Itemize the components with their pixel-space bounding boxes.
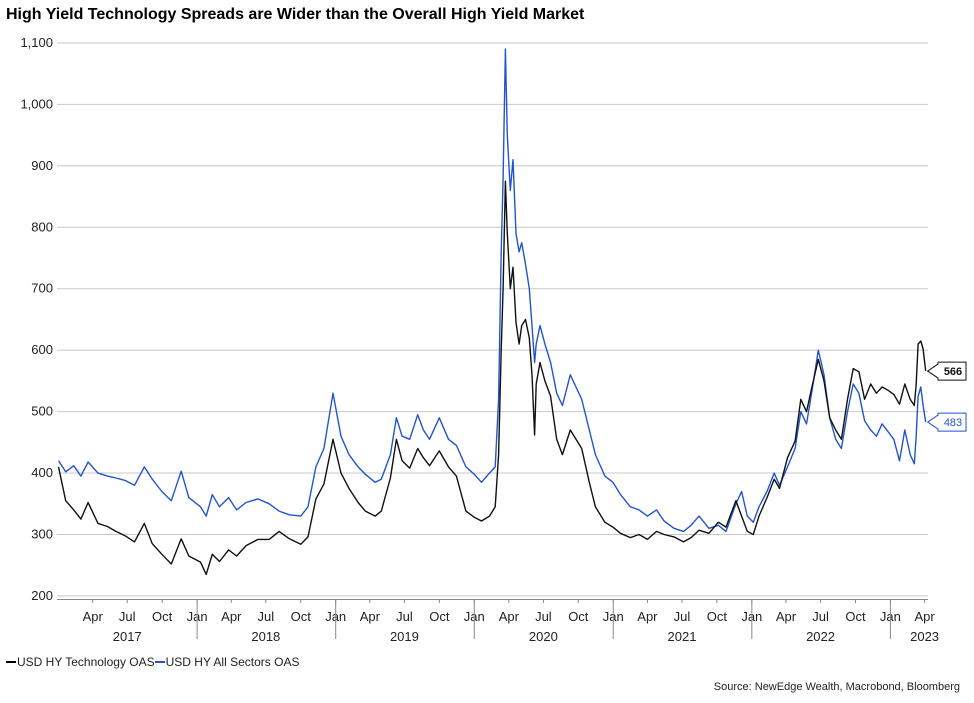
y-tick-label: 1,100 xyxy=(20,35,53,50)
end-label-all-sectors-box xyxy=(926,412,967,432)
x-tick-label: Oct xyxy=(152,609,173,624)
x-tick-label: Apr xyxy=(914,609,935,624)
x-tick-label: Jul xyxy=(674,609,691,624)
x-year-label: 2019 xyxy=(390,629,419,644)
series-lines xyxy=(57,48,927,576)
y-tick-label: 300 xyxy=(31,526,53,541)
legend-swatch-all-sectors xyxy=(154,661,165,663)
y-axis-ticks: 200 300 400 500 600 700 800 900 1,000 1,100 xyxy=(20,35,53,603)
end-label-all-sectors: 483 xyxy=(944,417,962,429)
end-label-technology: 566 xyxy=(944,366,962,378)
x-year-label: 2017 xyxy=(113,629,142,644)
x-year-label: 2022 xyxy=(806,629,835,644)
x-tick-label: Oct xyxy=(707,609,728,624)
legend: USD HY Technology OAS USD HY All Sectors… xyxy=(6,655,299,669)
y-tick-label: 600 xyxy=(31,342,53,357)
x-tick-label: Apr xyxy=(499,609,520,624)
y-tick-label: 400 xyxy=(31,465,53,480)
source-note: Source: NewEdge Wealth, Macrobond, Bloom… xyxy=(713,681,960,693)
legend-label-all-sectors: USD HY All Sectors OAS xyxy=(165,655,300,669)
x-tick-label: Jul xyxy=(258,609,275,624)
legend-item-technology: USD HY Technology OAS xyxy=(6,655,155,669)
x-tick-label: Apr xyxy=(83,609,104,624)
series-line-all-sectors xyxy=(57,48,927,533)
x-year-label: 2023 xyxy=(910,629,939,644)
gridlines xyxy=(57,42,928,597)
end-label-technology-box xyxy=(926,361,967,381)
x-tick-label: Jul xyxy=(535,609,552,624)
y-tick-label: 800 xyxy=(31,219,53,234)
x-tick-label: Oct xyxy=(429,609,450,624)
y-tick-label: 1,000 xyxy=(20,96,53,111)
x-tick-label: Jul xyxy=(119,609,136,624)
x-tick-label: Jul xyxy=(812,609,829,624)
legend-item-all-sectors: USD HY All Sectors OAS xyxy=(154,655,300,669)
series-line-technology xyxy=(57,180,927,576)
y-tick-label: 500 xyxy=(31,404,53,419)
end-labels: 566 483 xyxy=(926,361,967,432)
x-axis: Apr Jul Oct Jan Apr Jul Oct Jan Apr Jul Oct Jan Apr J… xyxy=(57,599,939,644)
chart-title: High Yield Technology Spreads are Wider … xyxy=(6,6,585,23)
x-year-label: 2018 xyxy=(251,629,280,644)
x-tick-label: Oct xyxy=(568,609,589,624)
y-tick-label: 900 xyxy=(31,158,53,173)
y-tick-label: 700 xyxy=(31,281,53,296)
legend-swatch-technology xyxy=(6,661,16,663)
x-tick-label: Apr xyxy=(776,609,797,624)
x-tick-label: Apr xyxy=(637,609,658,624)
x-tick-label: Oct xyxy=(291,609,312,624)
x-tick-label: Apr xyxy=(221,609,242,624)
legend-label-technology: USD HY Technology OAS xyxy=(17,655,155,669)
x-tick-label: Oct xyxy=(845,609,866,624)
x-tick-label: Apr xyxy=(360,609,381,624)
x-year-label: 2021 xyxy=(668,629,697,644)
x-year-label: 2020 xyxy=(529,629,558,644)
y-tick-label: 200 xyxy=(31,588,53,603)
x-tick-label: Jul xyxy=(396,609,413,624)
